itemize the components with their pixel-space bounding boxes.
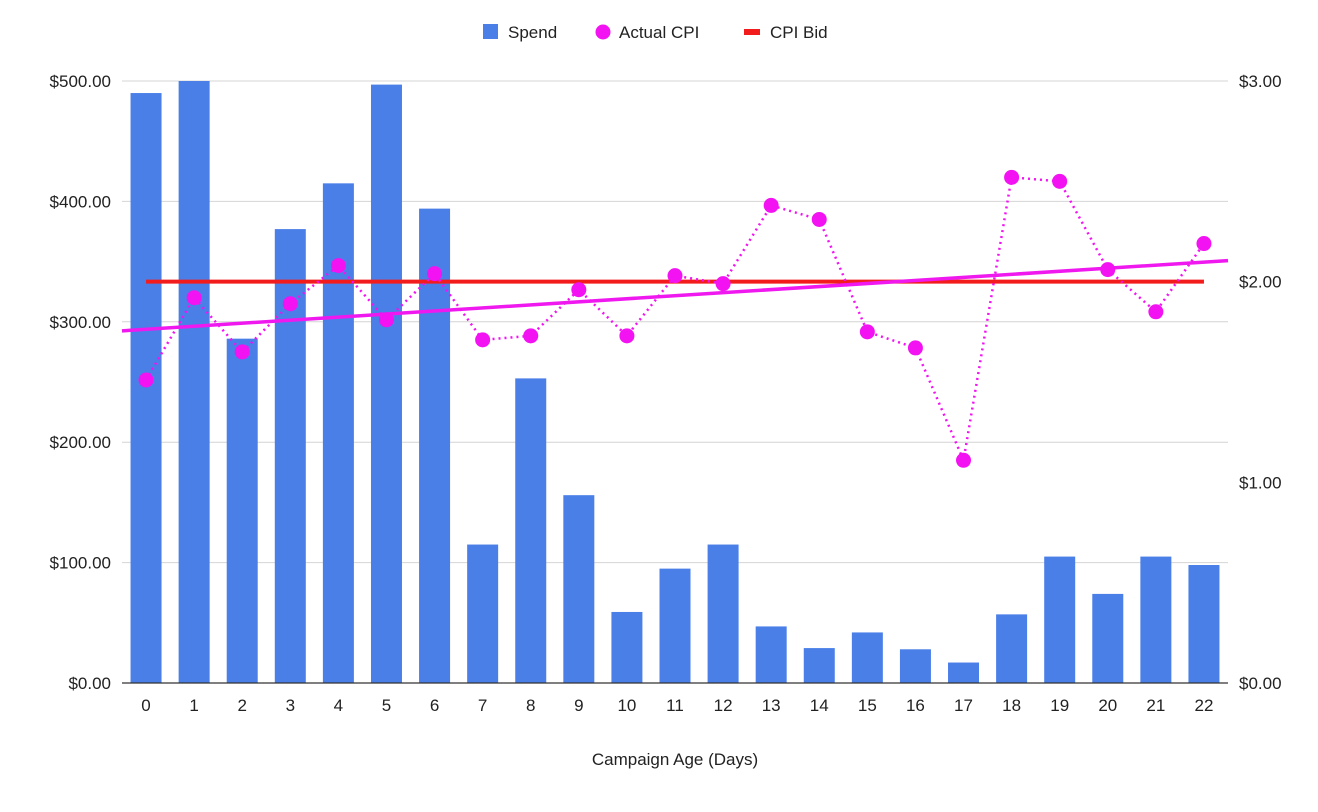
spend-bar [226, 338, 258, 683]
actual-cpi-point [427, 266, 443, 282]
spend-bar [611, 611, 643, 683]
legend-entry-actual-cpi[interactable]: Actual CPI [595, 23, 700, 42]
spend-bar [803, 648, 835, 683]
left-tick-label: $100.00 [50, 554, 111, 573]
actual-cpi-point [715, 276, 731, 292]
spend-bar [1092, 593, 1124, 683]
actual-cpi-point [282, 296, 298, 312]
x-tick-label: 17 [954, 696, 973, 715]
x-tick-label: 18 [1002, 696, 1021, 715]
x-tick-label: 13 [762, 696, 781, 715]
x-tick-label: 19 [1050, 696, 1069, 715]
x-tick-label: 8 [526, 696, 535, 715]
actual-cpi-point [1052, 173, 1068, 189]
x-tick-label: 0 [141, 696, 150, 715]
trendline [121, 258, 1229, 333]
spend-bar [707, 544, 739, 683]
right-tick-label: $3.00 [1239, 72, 1282, 91]
spend-bar [1044, 556, 1076, 683]
spend-bar [563, 495, 595, 683]
legend-swatch-spend [483, 24, 498, 39]
x-tick-label: 20 [1098, 696, 1117, 715]
x-tick-label: 11 [666, 696, 684, 715]
legend-swatch-actual-cpi [595, 24, 611, 40]
x-tick-label: 14 [810, 696, 829, 715]
actual-cpi-point [523, 328, 539, 344]
spend-bar [515, 378, 547, 683]
x-axis-title: Campaign Age (Days) [592, 750, 758, 769]
x-tick-label: 21 [1146, 696, 1165, 715]
actual-cpi-trendline [121, 258, 1229, 333]
legend-label-spend: Spend [508, 23, 557, 42]
x-tick-label: 12 [714, 696, 733, 715]
x-tick-label: 15 [858, 696, 877, 715]
spend-bar [370, 84, 402, 683]
spend-bar [899, 649, 931, 683]
x-tick-label: 16 [906, 696, 925, 715]
x-tick-label: 4 [334, 696, 343, 715]
x-tick-label: 7 [478, 696, 487, 715]
x-tick-label: 10 [617, 696, 636, 715]
actual-cpi-point [330, 258, 346, 274]
spend-bar [467, 544, 499, 683]
x-tick-label: 9 [574, 696, 583, 715]
gridlines [122, 80, 1228, 564]
spend-bar [851, 632, 883, 683]
x-tick-label: 5 [382, 696, 391, 715]
actual-cpi-point [619, 328, 635, 344]
spend-bar [755, 626, 787, 683]
actual-cpi-point [667, 268, 683, 284]
spend-bar [1140, 556, 1172, 683]
left-tick-label: $500.00 [50, 72, 111, 91]
spend-bar [996, 614, 1028, 683]
left-tick-label: $0.00 [68, 674, 111, 693]
actual-cpi-point [763, 197, 779, 213]
actual-cpi-point [138, 372, 154, 388]
actual-cpi-point [1148, 304, 1164, 320]
actual-cpi-point [475, 332, 491, 348]
actual-cpi-point [907, 340, 923, 356]
x-tick-label: 22 [1194, 696, 1213, 715]
spend-bars [130, 81, 1220, 684]
actual-cpi-line [144, 175, 1205, 465]
actual-cpi-point [234, 344, 250, 360]
spend-bar [178, 81, 210, 683]
right-tick-label: $2.00 [1239, 273, 1282, 292]
legend: Spend Actual CPI CPI Bid [483, 23, 828, 42]
actual-cpi-point [859, 324, 875, 340]
x-tick-label: 2 [237, 696, 246, 715]
actual-cpi-point [956, 452, 972, 468]
spend-bar [130, 93, 162, 684]
right-axis-ticks: $0.00 $1.00 $2.00 $3.00 [1239, 72, 1282, 693]
x-tick-label: 6 [430, 696, 439, 715]
right-tick-label: $0.00 [1239, 674, 1282, 693]
legend-label-actual-cpi: Actual CPI [619, 23, 699, 42]
left-axis-ticks: $0.00 $100.00 $200.00 $300.00 $400.00 $500.00 [50, 72, 111, 693]
spend-bar [1188, 565, 1220, 683]
actual-cpi-point [1004, 169, 1020, 185]
left-tick-label: $300.00 [50, 313, 111, 332]
spend-bar [659, 568, 691, 683]
legend-entry-spend[interactable]: Spend [483, 23, 557, 42]
actual-cpi-point [811, 211, 827, 227]
actual-cpi-point [378, 312, 394, 328]
x-axis-ticks: 0 1 2 3 4 5 6 7 8 9 10 11 12 13 14 15 16 17 18 19 20 21 22 [141, 696, 1213, 715]
spend-bar [948, 662, 980, 683]
spend-bar [419, 208, 451, 683]
actual-cpi-point [571, 282, 587, 298]
x-tick-label: 1 [189, 696, 198, 715]
legend-entry-cpi-bid[interactable]: CPI Bid [744, 23, 828, 42]
actual-cpi-point [1100, 262, 1116, 278]
actual-cpi-series [138, 169, 1212, 468]
left-tick-label: $200.00 [50, 433, 111, 452]
x-tick-label: 3 [286, 696, 295, 715]
legend-swatch-cpi-bid [744, 29, 760, 35]
left-tick-label: $400.00 [50, 192, 111, 211]
actual-cpi-point [1196, 236, 1212, 252]
legend-label-cpi-bid: CPI Bid [770, 23, 828, 42]
right-tick-label: $1.00 [1239, 473, 1282, 492]
actual-cpi-point [186, 290, 202, 306]
